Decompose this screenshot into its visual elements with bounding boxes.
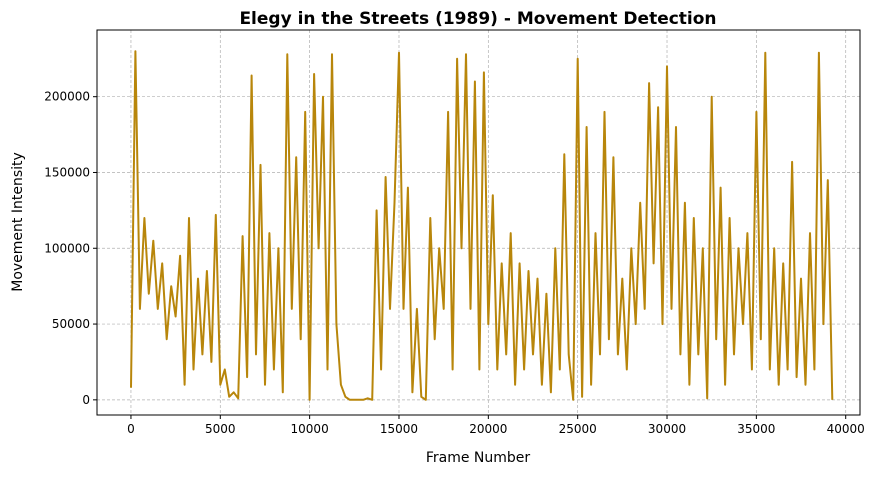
y-tick-label: 100000 [44,241,90,255]
x-tick-label: 10000 [291,422,329,436]
y-tick-label: 0 [82,393,90,407]
plot-frame [96,29,861,416]
y-tick-label: 50000 [52,317,90,331]
x-tick-label: 35000 [737,422,775,436]
x-tick-label: 15000 [380,422,418,436]
y-axis-label: Movement Intensity [10,152,26,292]
x-axis-label: Frame Number [426,450,531,466]
x-tick-label: 5000 [205,422,236,436]
data-line [130,50,834,401]
chart-title: Elegy in the Streets (1989) - Movement D… [239,9,716,29]
x-tick-label: 20000 [469,422,507,436]
x-tick-label: 30000 [648,422,686,436]
x-tick-label: 40000 [827,422,865,436]
x-tick-label: 0 [127,422,135,436]
x-tick-label: 25000 [559,422,597,436]
y-tick-label: 150000 [44,165,90,179]
y-tick-label: 200000 [44,90,90,104]
